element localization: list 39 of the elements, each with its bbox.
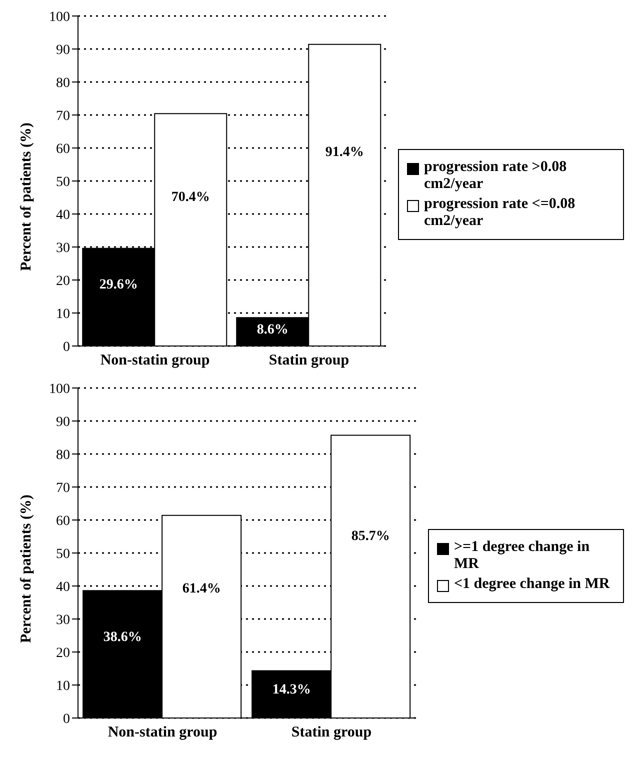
data-label: 85.7% bbox=[351, 529, 390, 544]
x-tick-label: Statin group bbox=[268, 352, 350, 369]
y-tick-label: 80 bbox=[56, 448, 70, 463]
data-label: 29.6% bbox=[99, 278, 138, 293]
y-tick-label: 30 bbox=[56, 612, 70, 628]
y-tick-label: 50 bbox=[56, 174, 70, 190]
y-tick-label: 100 bbox=[49, 382, 70, 397]
y-tick-label: 10 bbox=[56, 306, 70, 322]
y-tick-label: 70 bbox=[56, 108, 70, 124]
data-label: 61.4% bbox=[182, 581, 221, 596]
data-label: 8.6% bbox=[256, 322, 288, 338]
y-tick-label: 50 bbox=[56, 546, 70, 562]
y-tick-label: 0 bbox=[63, 712, 70, 727]
data-label: 14.3% bbox=[272, 682, 311, 698]
legend-label: <1 degree change in MR bbox=[454, 576, 610, 593]
y-tick-label: 70 bbox=[56, 480, 70, 496]
data-label: 70.4% bbox=[171, 190, 210, 205]
y-tick-label: 90 bbox=[56, 414, 70, 430]
y-tick-label: 0 bbox=[63, 340, 70, 355]
y-tick-label: 20 bbox=[56, 646, 70, 661]
y-axis-title: Percent of patients (%) bbox=[18, 122, 34, 271]
data-label: 91.4% bbox=[325, 144, 364, 160]
y-tick-label: 40 bbox=[56, 580, 70, 595]
y-tick-label: 10 bbox=[56, 678, 70, 694]
y-tick-label: 40 bbox=[56, 208, 70, 223]
y-tick-label: 20 bbox=[56, 274, 70, 289]
y-tick-label: 60 bbox=[56, 514, 70, 529]
x-tick-label: Non-statin group bbox=[100, 352, 210, 369]
y-tick-label: 90 bbox=[56, 42, 70, 58]
y-tick-label: 100 bbox=[49, 10, 70, 25]
y-axis-title: Percent of patients (%) bbox=[18, 494, 34, 643]
x-tick-label: Non-statin group bbox=[108, 724, 218, 741]
y-tick-label: 60 bbox=[56, 142, 70, 157]
data-label: 38.6% bbox=[103, 630, 142, 646]
x-tick-label: Statin group bbox=[291, 724, 372, 741]
y-tick-label: 80 bbox=[56, 76, 70, 91]
legend-label: >=1 degree change in MR bbox=[454, 539, 591, 573]
legend-label: progression rate <=0.08 cm2/year bbox=[424, 196, 576, 230]
y-tick-label: 30 bbox=[56, 240, 70, 256]
